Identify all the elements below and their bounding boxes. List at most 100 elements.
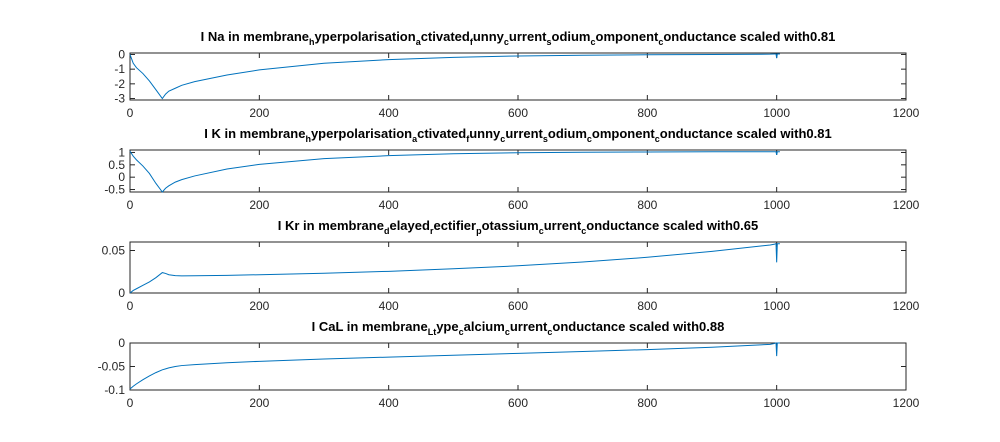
series-line-1 [129,342,780,390]
x-tick-label: 600 [508,396,528,410]
x-tick-label: 200 [249,198,269,212]
chart-title-segment: c [539,226,544,236]
chart-title: I Kr in membranedelayedrectifierpotassiu… [278,218,758,236]
chart-title-segment: c [459,327,464,337]
y-tick-label: 0 [118,336,125,350]
y-tick-label: 0.5 [108,158,125,172]
x-tick-label: 400 [379,396,399,410]
x-tick-label: 800 [637,106,657,120]
chart-panel-3: 0 200 400 600 800 1000 1200 0.05 0 I Kr in membra… [102,218,920,313]
y-tick-label: -0.1 [104,383,125,397]
chart-title-segment: c [658,37,663,47]
chart-panel-4: 0 200 400 600 800 1000 1200 0 -0.05 -0.1 I CaL in … [98,319,920,410]
chart-title-segment: elayed [389,218,430,233]
chart-title-segment: Lt [428,327,437,337]
chart-title-segment: urrent [509,29,547,44]
chart-title-segment: p [476,226,482,236]
x-tick-label: 1000 [763,299,790,313]
x-tick-label: 400 [379,198,399,212]
x-tick-label: 1000 [763,198,790,212]
x-tick-label: 1200 [893,106,920,120]
chart-title-segment: urrent [510,319,548,334]
x-tick-label: 800 [637,299,657,313]
x-tick-label: 1200 [893,198,920,212]
chart-title-segment: onductance scaled with0.65 [586,218,758,233]
x-tick-label: 600 [508,198,528,212]
chart-title-segment: onductance scaled with0.81 [663,29,835,44]
x-tick-label: 0 [127,299,134,313]
series-line-1 [129,53,780,100]
chart-title: I Na in membranehyperpolarisationactivat… [201,29,836,47]
y-tick-label: 0 [118,170,125,184]
x-tick-label: 200 [249,396,269,410]
chart-title-segment: I Kr in membrane [278,218,384,233]
chart-title-segment: c [500,134,505,144]
chart-title-segment: odium [552,29,591,44]
chart-title-segment: unny [473,29,505,44]
x-tick-label: 1000 [763,396,790,410]
chart-title-segment: c [547,327,552,337]
axes-box [129,241,907,294]
chart-title-segment: c [505,327,510,337]
chart-title-segment: urrent [505,126,543,141]
chart-title-segment: ype [436,319,458,334]
x-tick-label: 800 [637,396,657,410]
chart-title-segment: omponent [596,29,659,44]
x-tick-label: 600 [508,106,528,120]
chart-title-segment: I K in membrane [204,126,305,141]
chart-title-segment: s [546,37,551,47]
axes-box [129,342,907,391]
y-tick-label: 1 [118,145,125,159]
series-line-1 [129,150,780,193]
chart-title-segment: I CaL in membrane [312,319,428,334]
y-tick-label: -0.5 [104,183,125,197]
chart-title-segment: s [543,134,548,144]
y-tick-label: -0.05 [98,360,126,374]
chart-title-segment: c [587,134,592,144]
axes-box [129,149,907,193]
x-tick-label: 0 [127,198,134,212]
chart-title-segment: r [430,226,434,236]
axes-box [129,52,907,101]
x-tick-label: 600 [508,299,528,313]
chart-title-segment: c [655,134,660,144]
y-tick-label: -1 [114,62,125,76]
chart-title-segment: yperpolarisation [311,126,412,141]
x-tick-label: 400 [379,106,399,120]
chart-title-segment: urrent [544,218,582,233]
chart-title-segment: f [470,37,474,47]
chart-title-segment: h [309,37,315,47]
x-tick-label: 800 [637,198,657,212]
chart-title-segment: onductance scaled with0.81 [660,126,832,141]
chart-title-segment: onductance scaled with0.88 [552,319,724,334]
y-tick-label: 0 [118,286,125,300]
chart-title-segment: a [412,134,418,144]
chart-title-segment: omponent [592,126,655,141]
y-tick-label: -2 [114,77,125,91]
chart-title-segment: I Na in membrane [201,29,309,44]
chart-title-segment: unny [469,126,501,141]
x-tick-label: 1200 [893,396,920,410]
chart-title-segment: odium [548,126,587,141]
chart-title-segment: c [591,37,596,47]
chart-title-segment: c [581,226,586,236]
chart-title-segment: ctivated [417,126,466,141]
chart-title: I CaL in membraneLtypecalciumcurrentcond… [312,319,725,337]
series-line-1 [129,243,780,294]
x-tick-label: 1200 [893,299,920,313]
chart-title-segment: yperpolarisation [315,29,416,44]
y-tick-label: 0.05 [102,244,126,258]
x-tick-label: 400 [379,299,399,313]
y-tick-label: -3 [114,92,125,106]
chart-title-segment: a [416,37,422,47]
chart-title-segment: h [305,134,311,144]
x-tick-label: 0 [127,396,134,410]
x-tick-label: 1000 [763,106,790,120]
chart-title-segment: f [466,134,470,144]
x-tick-label: 0 [127,106,134,120]
chart-title-segment: ctivated [421,29,470,44]
chart-title-segment: ectifier [433,218,476,233]
